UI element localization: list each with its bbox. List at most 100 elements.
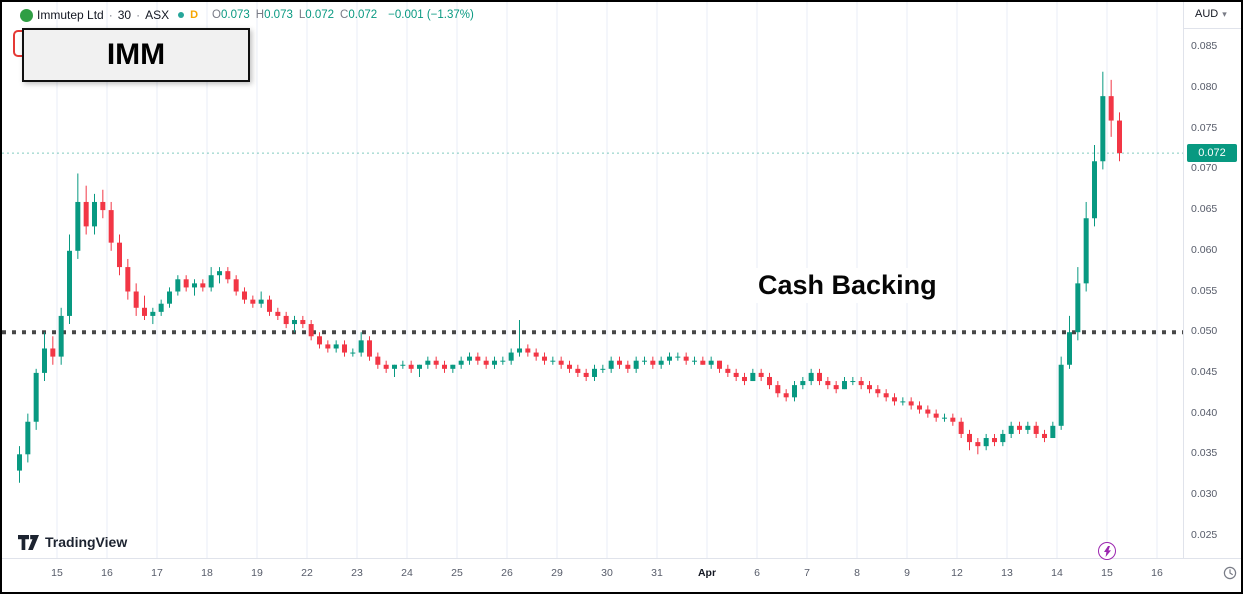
candle-body bbox=[592, 368, 597, 377]
candle-body bbox=[758, 372, 764, 377]
candle-body bbox=[967, 433, 972, 443]
candle-body bbox=[1100, 96, 1106, 162]
lightning-bolt-glyph bbox=[1103, 545, 1111, 557]
candle-body bbox=[950, 417, 956, 422]
candle-body bbox=[1058, 364, 1064, 426]
time-label: 19 bbox=[251, 567, 263, 579]
candle-body bbox=[192, 283, 197, 288]
candle-body bbox=[617, 360, 622, 365]
high-label: H bbox=[255, 9, 265, 21]
price-change: −0.001 (−1.37%) bbox=[388, 9, 474, 21]
candle-body bbox=[267, 299, 272, 312]
candle-body bbox=[292, 319, 297, 325]
candle-body bbox=[392, 364, 397, 369]
price-axis[interactable]: AUD ▾ 0.072 0.085 0.080 0.075 0.070 0.065 0.0… bbox=[1183, 2, 1241, 558]
price-tick-label: 0.070 bbox=[1191, 162, 1218, 175]
candle-body bbox=[17, 454, 22, 471]
symbol-name[interactable]: Immutep Ltd bbox=[37, 8, 104, 22]
candle-body bbox=[817, 372, 822, 382]
candle-body bbox=[42, 348, 47, 373]
candle-body bbox=[33, 372, 39, 422]
last-price-badge: 0.072 bbox=[1187, 144, 1237, 163]
time-label: 8 bbox=[854, 567, 860, 579]
axis-divider bbox=[1184, 28, 1241, 29]
cash-backing-annotation[interactable]: Cash Backing bbox=[746, 268, 949, 303]
clock-glyph bbox=[1223, 566, 1237, 580]
candle-body bbox=[933, 413, 939, 418]
price-tick-label: 0.050 bbox=[1191, 325, 1218, 338]
candle-body bbox=[358, 340, 364, 353]
candle-body bbox=[1092, 161, 1097, 219]
time-label: 15 bbox=[51, 567, 63, 579]
low-value: 0.072 bbox=[305, 9, 335, 21]
tradingview-logo-icon bbox=[18, 534, 39, 550]
time-label: 15 bbox=[1101, 567, 1113, 579]
candle-body bbox=[733, 372, 739, 377]
candle-body bbox=[642, 360, 647, 362]
candle-body bbox=[375, 356, 381, 365]
candle-body bbox=[100, 201, 106, 211]
candlestick-chart[interactable] bbox=[2, 2, 1183, 558]
session-clock-icon[interactable] bbox=[1222, 565, 1238, 581]
symbol-logo-icon bbox=[20, 8, 33, 22]
candle-body bbox=[350, 352, 356, 354]
time-axis[interactable]: 15 16 17 18 19 22 23 24 25 26 29 30 31 Apr 6 7 8 9 12 13 14 1… bbox=[2, 558, 1241, 591]
candle-body bbox=[858, 381, 864, 386]
ohlc-values: O 0.073 H 0.073 L 0.072 C 0.072 bbox=[206, 9, 377, 21]
candle-body bbox=[983, 438, 989, 447]
candle-body bbox=[92, 201, 97, 227]
exchange-label: ASX bbox=[145, 8, 170, 22]
interval-label[interactable]: 30 bbox=[117, 8, 132, 22]
time-label: 25 bbox=[451, 567, 463, 579]
candle-body bbox=[850, 381, 856, 383]
price-tick-label: 0.025 bbox=[1191, 528, 1218, 541]
candle-body bbox=[1025, 425, 1031, 430]
candle-body bbox=[925, 409, 931, 414]
candle-body bbox=[317, 336, 322, 345]
time-label: 23 bbox=[351, 567, 363, 579]
time-label: 13 bbox=[1001, 567, 1013, 579]
low-label: L bbox=[298, 9, 306, 21]
candle-body bbox=[1075, 283, 1081, 333]
candle-body bbox=[517, 348, 522, 353]
high-value: 0.073 bbox=[264, 9, 293, 21]
candle-body bbox=[683, 356, 689, 361]
candle-body bbox=[917, 405, 922, 410]
candle-body bbox=[1117, 120, 1122, 154]
time-label: 12 bbox=[951, 567, 963, 579]
candle-body bbox=[117, 242, 122, 268]
candle-body bbox=[408, 364, 414, 369]
tradingview-logo[interactable]: TradingView bbox=[18, 534, 127, 550]
time-label: 29 bbox=[551, 567, 563, 579]
price-tick-label: 0.030 bbox=[1191, 488, 1218, 500]
candle-body bbox=[367, 340, 372, 357]
candle-body bbox=[433, 360, 439, 365]
price-tick-label: 0.085 bbox=[1191, 40, 1218, 53]
candle-body bbox=[283, 315, 289, 325]
candle-body bbox=[550, 360, 556, 362]
chevron-down-icon: ▾ bbox=[1222, 8, 1227, 19]
candle-body bbox=[300, 319, 306, 325]
candle-body bbox=[892, 397, 897, 402]
candle-body bbox=[775, 385, 781, 394]
time-label: 7 bbox=[804, 567, 810, 579]
candle-body bbox=[783, 393, 789, 398]
candle-body bbox=[1067, 332, 1072, 365]
candle-body bbox=[133, 291, 139, 308]
candle-body bbox=[183, 279, 189, 288]
candle-body bbox=[175, 279, 181, 292]
candle-body bbox=[883, 393, 889, 398]
candle-body bbox=[800, 381, 806, 386]
open-value: 0.073 bbox=[220, 9, 250, 21]
candle-body bbox=[508, 352, 514, 361]
candle-body bbox=[975, 442, 981, 447]
candle-body bbox=[458, 360, 464, 365]
lightning-icon[interactable] bbox=[1098, 542, 1116, 560]
candle-body bbox=[1000, 433, 1006, 443]
time-label: 30 bbox=[601, 567, 613, 579]
currency-selector[interactable]: AUD ▾ bbox=[1195, 8, 1227, 20]
candle-body bbox=[1108, 96, 1114, 121]
time-label: 14 bbox=[1051, 567, 1063, 579]
ticker-annotation[interactable]: IMM bbox=[22, 28, 250, 82]
candle-body bbox=[700, 360, 706, 365]
